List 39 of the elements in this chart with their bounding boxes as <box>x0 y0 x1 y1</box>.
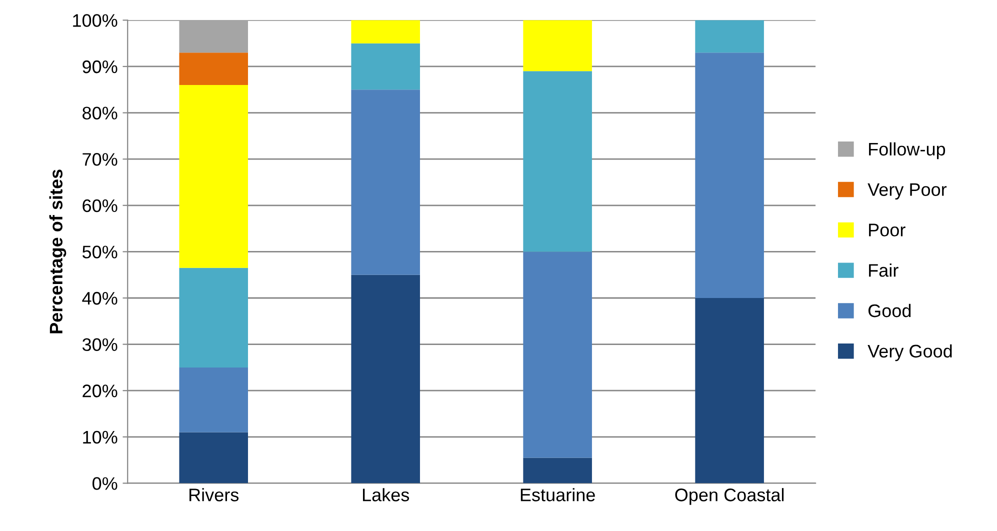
bar <box>351 20 420 44</box>
bar <box>179 268 248 368</box>
bar <box>351 43 420 90</box>
y-tick-label: 0% <box>92 477 118 490</box>
y-tick-label: 10% <box>83 430 118 444</box>
bar <box>179 20 248 53</box>
legend-label: Fair <box>869 264 898 277</box>
x-tick-label: Estuarine <box>520 488 595 502</box>
bar <box>179 432 248 484</box>
bar <box>695 52 764 298</box>
y-tick-label: 80% <box>82 106 118 120</box>
bar <box>523 458 592 484</box>
legend-label: Very Poor <box>868 183 947 200</box>
x-tick-label: Lakes <box>362 488 410 502</box>
bar <box>523 252 592 458</box>
bar <box>179 85 248 268</box>
y-axis-title: Percentage of sites <box>49 170 66 334</box>
y-tick-label: 100% <box>73 14 118 27</box>
y-tick-label: 70% <box>82 153 118 166</box>
y-tick-label: 20% <box>82 384 118 398</box>
bar <box>179 52 248 85</box>
y-tick-label: 90% <box>82 60 118 74</box>
legend-label: Very Good <box>868 344 952 362</box>
y-tick-label: 40% <box>82 292 118 305</box>
legend-label: Poor <box>869 224 906 236</box>
bar <box>523 20 592 72</box>
y-tick-label: 60% <box>82 199 118 212</box>
bar <box>695 20 764 53</box>
x-tick-label: Rivers <box>190 488 239 502</box>
bar <box>351 274 420 484</box>
legend-label: Good <box>868 304 911 318</box>
x-tick-label: Open Coastal <box>675 488 784 505</box>
y-tick-label: 50% <box>82 246 118 258</box>
bar <box>179 367 248 432</box>
legend-label: Follow-up <box>869 142 946 160</box>
bar <box>523 71 592 252</box>
bar <box>351 90 420 275</box>
bar <box>695 298 764 484</box>
y-tick-label: 30% <box>82 338 118 352</box>
